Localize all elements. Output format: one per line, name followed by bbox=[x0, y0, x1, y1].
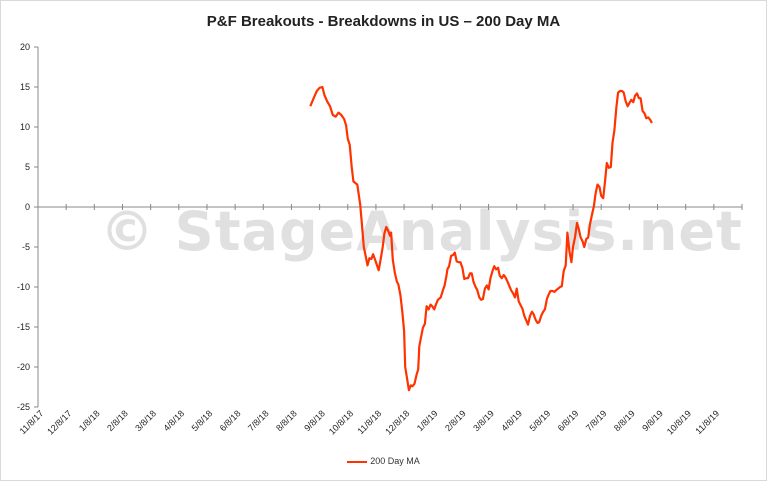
x-tick-label: 7/8/18 bbox=[246, 408, 271, 433]
x-tick-label: 12/8/18 bbox=[383, 408, 411, 436]
y-tick-label: 0 bbox=[25, 202, 30, 212]
x-tick-label: 9/8/19 bbox=[640, 408, 665, 433]
y-tick-label: 5 bbox=[25, 162, 30, 172]
x-tick-label: 4/8/19 bbox=[499, 408, 524, 433]
chart-title: P&F Breakouts - Breakdowns in US – 200 D… bbox=[206, 13, 561, 30]
y-tick-label: 20 bbox=[20, 42, 30, 52]
x-tick-label: 10/8/18 bbox=[327, 408, 355, 436]
x-tick-label: 9/8/18 bbox=[302, 408, 327, 433]
x-tick-label: 10/8/19 bbox=[665, 408, 693, 436]
x-axis-ticks: 11/8/17 12/8/17 1/8/18 2/8/18 3/8/18 4/8/18 5/… bbox=[18, 204, 743, 437]
x-tick-label: 3/8/19 bbox=[471, 408, 496, 433]
y-tick-label: -15 bbox=[17, 322, 30, 332]
series-layer bbox=[309, 85, 653, 392]
x-tick-label: 3/8/18 bbox=[133, 408, 158, 433]
y-tick-label: -10 bbox=[17, 282, 30, 292]
x-tick-label: 8/8/18 bbox=[274, 408, 299, 433]
x-tick-label: 1/8/18 bbox=[77, 408, 102, 433]
x-tick-label: 5/8/19 bbox=[528, 408, 553, 433]
series-line bbox=[309, 85, 653, 392]
legend-label: 200 Day MA bbox=[370, 456, 420, 466]
x-tick-label: 6/8/18 bbox=[218, 408, 243, 433]
y-tick-label: 10 bbox=[20, 122, 30, 132]
x-tick-label: 6/8/19 bbox=[556, 408, 581, 433]
x-tick-label: 1/8/19 bbox=[415, 408, 440, 433]
axes bbox=[37, 47, 742, 407]
x-tick-label: 7/8/19 bbox=[584, 408, 609, 433]
y-tick-label: 15 bbox=[20, 82, 30, 92]
y-tick-label: -25 bbox=[17, 402, 30, 412]
watermark: © StageAnalysis.net bbox=[100, 200, 743, 263]
legend-swatch bbox=[347, 460, 368, 463]
x-tick-label: 2/8/18 bbox=[105, 408, 130, 433]
y-tick-label: -20 bbox=[17, 362, 30, 372]
x-tick-label: 11/8/17 bbox=[18, 408, 46, 436]
x-tick-label: 5/8/18 bbox=[190, 408, 215, 433]
x-tick-label: 8/8/19 bbox=[612, 408, 637, 433]
x-tick-label: 11/8/19 bbox=[693, 408, 721, 436]
legend: 200 Day MA bbox=[0, 456, 767, 466]
y-axis-ticks: 20 15 10 5 0 -5 -10 -15 -20 -25 bbox=[17, 42, 38, 412]
x-tick-label: 2/8/19 bbox=[443, 408, 468, 433]
x-tick-label: 4/8/18 bbox=[161, 408, 186, 433]
x-tick-label: 11/8/18 bbox=[355, 408, 383, 436]
y-tick-label: -5 bbox=[22, 242, 30, 252]
x-tick-label: 12/8/17 bbox=[45, 408, 73, 436]
